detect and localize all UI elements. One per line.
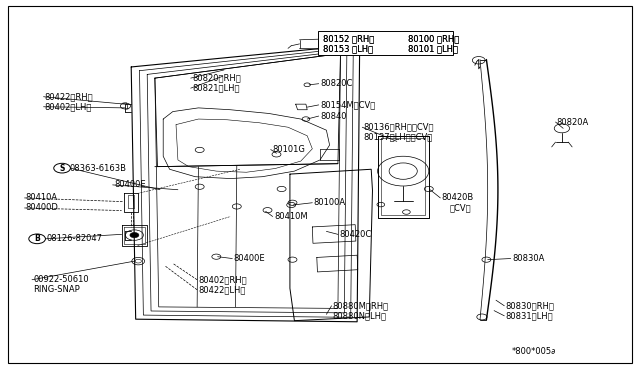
Text: 80821〈LH〉: 80821〈LH〉	[192, 84, 239, 93]
Text: S: S	[60, 164, 65, 173]
Text: 80136〈RH〉〈CV〉: 80136〈RH〉〈CV〉	[364, 123, 434, 132]
Text: 80152 〈RH〉: 80152 〈RH〉	[323, 35, 374, 44]
Text: 08363-6163B: 08363-6163B	[69, 164, 126, 173]
Text: 80422〈RH〉: 80422〈RH〉	[45, 92, 93, 101]
Text: 80153 〈LH〉: 80153 〈LH〉	[323, 45, 373, 54]
Text: 80100 〈RH〉: 80100 〈RH〉	[408, 35, 460, 44]
Text: 80422〈LH〉: 80422〈LH〉	[198, 285, 246, 294]
Text: 〈CV〉: 〈CV〉	[450, 203, 472, 212]
Text: 80410M: 80410M	[274, 212, 308, 221]
Text: 80101 〈LH〉: 80101 〈LH〉	[408, 45, 458, 54]
Text: B: B	[35, 234, 40, 243]
Text: 80400D: 80400D	[26, 203, 58, 212]
Text: 80101 〈LH〉: 80101 〈LH〉	[408, 45, 458, 54]
Text: 80402〈LH〉: 80402〈LH〉	[45, 102, 92, 111]
Text: 80830A: 80830A	[512, 254, 545, 263]
Text: 80400E: 80400E	[114, 180, 145, 189]
Text: *800*005∂: *800*005∂	[512, 347, 557, 356]
Text: 80154M〈CV〉: 80154M〈CV〉	[320, 100, 375, 109]
Text: 80820〈RH〉: 80820〈RH〉	[192, 74, 241, 83]
Text: 80402〈RH〉: 80402〈RH〉	[198, 275, 247, 284]
Text: 80410A: 80410A	[26, 193, 58, 202]
Text: 80830〈RH〉: 80830〈RH〉	[506, 301, 554, 310]
Text: 80420B: 80420B	[442, 193, 474, 202]
Text: 00922-50610: 00922-50610	[33, 275, 89, 284]
Text: 80137〈LH〉〈CV〉: 80137〈LH〉〈CV〉	[364, 133, 433, 142]
Text: 80100A: 80100A	[314, 198, 346, 207]
Text: 80400E: 80400E	[234, 254, 265, 263]
Text: 80820C: 80820C	[320, 79, 353, 88]
Text: 80100 〈RH〉: 80100 〈RH〉	[408, 35, 460, 44]
Text: 80820A: 80820A	[557, 118, 589, 126]
Text: 80831〈LH〉: 80831〈LH〉	[506, 311, 553, 320]
Text: 80420C: 80420C	[339, 230, 371, 239]
Text: 80880M〈RH〉: 80880M〈RH〉	[333, 301, 389, 310]
Text: 80152 〈RH〉: 80152 〈RH〉	[323, 35, 374, 44]
Text: 08126-82047: 08126-82047	[46, 234, 102, 243]
Text: 80880N〈LH〉: 80880N〈LH〉	[333, 311, 387, 320]
Circle shape	[130, 232, 139, 238]
Text: 80153 〈LH〉: 80153 〈LH〉	[323, 45, 373, 54]
Text: 80840: 80840	[320, 112, 346, 121]
Text: 80101G: 80101G	[272, 145, 305, 154]
Text: RING-SNAP: RING-SNAP	[33, 285, 80, 294]
FancyBboxPatch shape	[318, 31, 453, 55]
